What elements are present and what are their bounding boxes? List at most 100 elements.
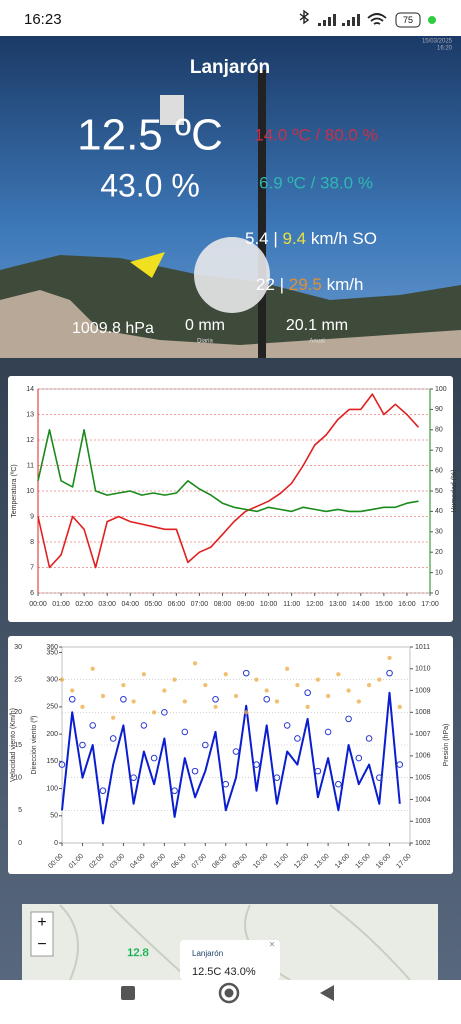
y3-tick-label: 360 xyxy=(46,644,58,651)
bluetooth-icon xyxy=(299,9,310,25)
direction-dot xyxy=(346,688,351,693)
direction-dot xyxy=(264,688,269,693)
x-tick-label: 06:00 xyxy=(168,601,186,608)
direction-dot xyxy=(315,677,321,682)
y2-tick-label: 1003 xyxy=(415,818,431,825)
direction-dot xyxy=(59,677,65,682)
rain-year: 20.1 mm xyxy=(286,317,348,334)
gust-circle xyxy=(120,695,127,703)
gust-circle xyxy=(396,761,404,768)
y2-tick-label: 100 xyxy=(435,386,447,393)
wind-gust: 9.4 xyxy=(283,229,307,248)
gust-circle xyxy=(181,728,189,736)
y2-tick-label: 10 xyxy=(435,569,443,576)
max-values: 14.0 ºC / 80.0 % xyxy=(254,125,377,144)
y3-tick-label: 150 xyxy=(46,758,58,765)
y-tick-label: 15 xyxy=(14,742,22,749)
map-contours xyxy=(59,904,411,981)
gust-circle xyxy=(294,735,301,742)
y3-tick-label: 200 xyxy=(46,731,58,738)
direction-dot xyxy=(131,699,136,704)
y3-axis-title: Dirección viento (º) xyxy=(31,716,38,775)
direction-dot xyxy=(90,666,95,671)
gust-circle xyxy=(89,722,97,729)
x-tick-label: 10:00 xyxy=(260,601,278,608)
x-tick-label: 09:00 xyxy=(237,601,255,608)
direction-dot xyxy=(366,682,372,688)
direction-dot xyxy=(172,677,177,682)
map-marker[interactable]: 12.8 xyxy=(127,947,149,960)
direction-dot xyxy=(377,677,382,682)
y2-tick-label: 1010 xyxy=(415,666,431,673)
y2-axis-title: Presión (hPa) xyxy=(443,724,450,767)
gust-circle xyxy=(99,787,107,795)
y2-tick-label: 1002 xyxy=(415,840,431,847)
x-tick-label: 14:00 xyxy=(352,601,370,608)
direction-dot xyxy=(295,682,300,688)
gust-circle xyxy=(130,774,137,781)
wind-arrow xyxy=(130,252,165,278)
x-tick-label: 13:00 xyxy=(329,601,347,608)
gust-circle xyxy=(58,761,66,768)
recents-button[interactable] xyxy=(121,986,135,1000)
gust-circle xyxy=(335,780,342,788)
x-tick-label: 07:00 xyxy=(191,601,209,608)
gust-circle xyxy=(386,669,393,677)
zoom-in[interactable]: + xyxy=(37,914,46,931)
gust-circle xyxy=(161,709,168,716)
x-tick-label: 08:00 xyxy=(214,601,232,608)
chart-card xyxy=(8,376,453,622)
y-tick-label: 5 xyxy=(18,807,22,814)
gust-circle xyxy=(314,767,322,775)
y2-tick-label: 80 xyxy=(435,427,443,434)
y2-tick-label: 40 xyxy=(435,508,443,515)
direction-dot xyxy=(80,704,85,710)
direction-dot xyxy=(213,704,218,710)
direction-dot xyxy=(162,688,167,693)
gust-circle xyxy=(253,761,260,768)
direction-dot xyxy=(285,666,290,671)
popup-close[interactable]: × xyxy=(269,940,275,951)
y3-tick-label: 100 xyxy=(46,785,58,792)
series-line xyxy=(37,393,420,569)
rain-day: 0 mm xyxy=(185,317,225,334)
series-line xyxy=(61,691,401,825)
min-values: 6.9 ºC / 38.0 % xyxy=(259,173,373,192)
y2-tick-label: 1009 xyxy=(415,687,431,694)
direction-dot xyxy=(274,699,280,704)
direction-dot xyxy=(336,672,341,677)
y2-axis-title: Humedad (%) xyxy=(451,469,458,512)
gust-circle xyxy=(222,780,230,788)
chart-card xyxy=(8,636,453,874)
direction-dot xyxy=(387,655,392,661)
direction-dot xyxy=(151,710,157,715)
y-tick-label: 12 xyxy=(26,437,34,444)
clock: 16:23 xyxy=(24,11,62,28)
y-tick-label: 0 xyxy=(18,840,22,847)
gust-line: 22 | 29.5 km/h xyxy=(256,275,363,294)
zoom-out[interactable]: − xyxy=(37,936,46,953)
y-tick-label: 13 xyxy=(26,411,34,418)
y-tick-label: 14 xyxy=(26,386,34,393)
gust-circle xyxy=(365,735,373,742)
rain-day-label: Diaria xyxy=(197,339,213,345)
gust-circle xyxy=(201,741,209,749)
series-line xyxy=(37,429,419,513)
direction-dot xyxy=(192,661,198,666)
gust-circle xyxy=(150,754,158,762)
y3-tick-label: 250 xyxy=(46,704,58,711)
gust-circle xyxy=(79,741,86,749)
gust-circle xyxy=(375,774,383,781)
gust-circle xyxy=(242,669,250,677)
y3-tick-label: 50 xyxy=(50,813,58,820)
battery-icon xyxy=(395,12,421,28)
y-tick-label: 25 xyxy=(14,677,22,684)
mast xyxy=(258,70,266,358)
hour: 16:20 xyxy=(437,46,453,52)
back-button[interactable] xyxy=(320,985,334,1001)
x-tick-label: 01:00 xyxy=(52,601,70,608)
gust-circle xyxy=(140,722,148,729)
y2-tick-label: 60 xyxy=(435,467,443,474)
home-button[interactable] xyxy=(218,982,240,1004)
